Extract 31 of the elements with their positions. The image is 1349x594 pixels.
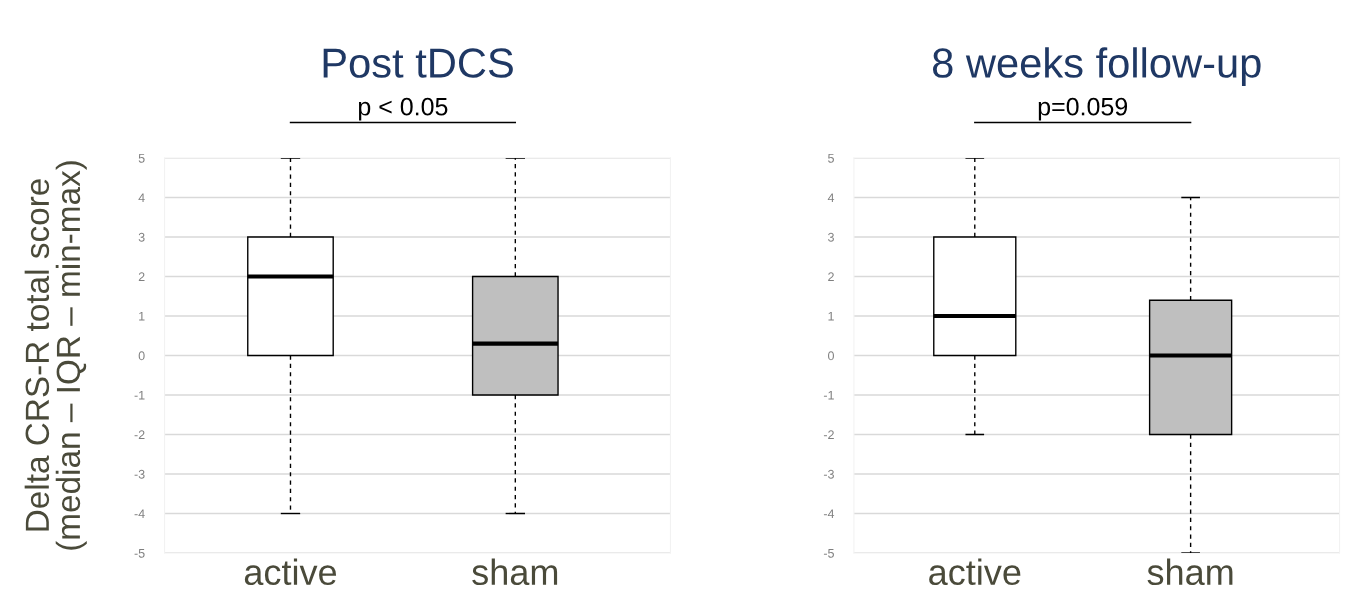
y-tick-label: -4: [134, 509, 145, 519]
y-tick-label: 5: [828, 153, 834, 163]
y-tick-label: -4: [823, 509, 835, 519]
y-tick-label: -2: [823, 430, 834, 440]
y-tick-label: -1: [134, 390, 145, 400]
y-tick-label: -5: [823, 548, 834, 558]
y-axis-title: Delta CRS-R total score (median – IQR – min-max): [24, 161, 87, 550]
y-tick-label: 5: [138, 153, 145, 163]
y-tick-label: 3: [828, 232, 834, 242]
y-tick-label: 2: [828, 272, 834, 282]
y-tick-label: 4: [827, 193, 835, 203]
y-tick-label: -3: [134, 469, 145, 479]
x-tick-label: sham: [1147, 558, 1233, 586]
y-tick-label: 1: [139, 311, 145, 321]
y-tick-label: 4: [138, 193, 145, 203]
y-tick-label: -2: [134, 430, 145, 440]
y-tick-label: 2: [138, 272, 145, 282]
text: p < 0.05: [358, 97, 448, 121]
x-tick-label: active: [929, 558, 1021, 586]
chart-title: Post tDCS: [323, 48, 513, 78]
y-tick-label: -5: [134, 548, 145, 558]
y-tick-label: -3: [823, 469, 834, 479]
text: p=0.059: [1038, 97, 1128, 121]
y-tick-label: 0: [138, 351, 145, 361]
y-tick-label: 0: [828, 351, 834, 361]
x-tick-label: sham: [472, 558, 558, 586]
x-tick-label: active: [244, 558, 337, 586]
chart-title: 8 weeks follow-up: [932, 47, 1261, 87]
y-tick-label: 1: [828, 311, 834, 321]
y-tick-label: 3: [138, 232, 145, 242]
y-tick-label: -1: [823, 390, 834, 400]
